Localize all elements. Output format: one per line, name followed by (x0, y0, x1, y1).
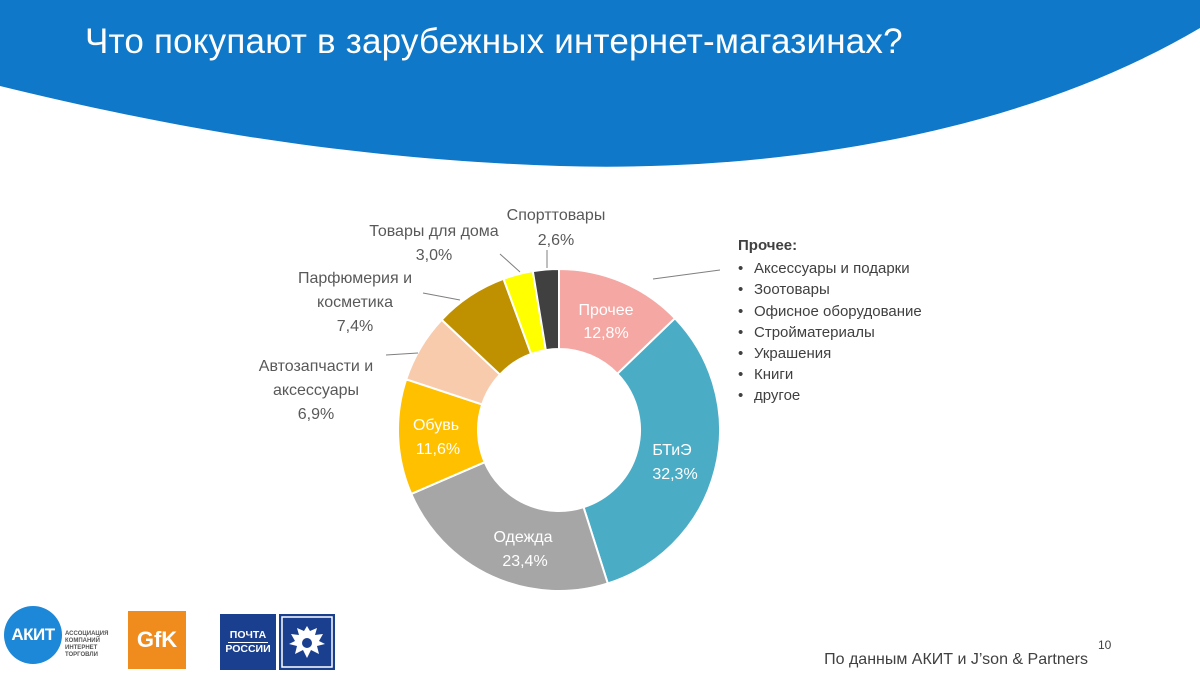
label-avtozapchasti-line2: аксессуары (273, 382, 359, 399)
others-item: другое (738, 385, 922, 406)
eagle-icon (281, 616, 333, 668)
label-obuv-value: 11,6% (416, 441, 460, 458)
label-obuv-name: Обувь (413, 417, 459, 434)
source-note: По данным АКИТ и J’son & Partners (824, 651, 1088, 668)
others-item: Книги (738, 364, 922, 385)
others-heading: Прочее: (738, 237, 798, 254)
label-avtozapchasti-line1: Автозапчасти и (259, 358, 373, 375)
label-parfyumeriya-value: 7,4% (337, 318, 373, 335)
label-sporttovary-line1: Спорттовары (507, 207, 606, 224)
akit-logo-text: АКИТ (11, 625, 55, 644)
others-list: Аксессуары и подарки Зоотовары Офисное о… (738, 258, 922, 406)
pochta-logo-line1: ПОЧТА (227, 628, 269, 643)
header-wave (0, 0, 1200, 167)
label-odezhda-value: 23,4% (502, 553, 547, 570)
gfk-logo: GfK (128, 611, 186, 669)
slice-btie (582, 316, 721, 585)
leader-line-avtozapchasti (385, 352, 419, 356)
eagle-emblem-icon (279, 614, 335, 670)
leader-line-prochee (652, 269, 721, 280)
others-item: Офисное оборудование (738, 301, 922, 322)
leader-line-parfyumeriya (422, 292, 461, 301)
label-avtozapchasti-value: 6,9% (298, 406, 334, 423)
label-tovary-dlya-doma-value: 3,0% (416, 247, 452, 264)
label-prochee-value: 12,8% (583, 325, 628, 342)
label-parfyumeriya-line1: Парфюмерия и (298, 270, 412, 287)
label-prochee-name: Прочее (578, 302, 633, 319)
pochta-logo: ПОЧТА РОССИИ (220, 614, 276, 670)
label-odezhda-name: Одежда (493, 529, 552, 546)
slice-sporttovary (531, 267, 560, 352)
others-item: Стройматериалы (738, 322, 922, 343)
label-btie-name: БТиЭ (652, 442, 691, 459)
slice-odezhda (409, 460, 610, 592)
label-parfyumeriya-line2: косметика (317, 294, 393, 311)
others-note: Прочее: Аксессуары и подарки Зоотовары О… (738, 235, 922, 407)
page-title: Что покупают в зарубежных интернет-магаз… (85, 22, 903, 61)
pochta-logo-line2: РОССИИ (225, 642, 271, 655)
gfk-logo-text: GfK (136, 627, 178, 652)
label-btie-value: 32,3% (652, 466, 697, 483)
label-sporttovary-value: 2,6% (538, 232, 574, 249)
akit-logo: АКИТ (4, 606, 62, 664)
label-tovary-dlya-doma-line1: Товары для дома (369, 223, 499, 240)
akit-caption: АССОЦИАЦИЯ КОМПАНИЙ ИНТЕРНЕТ ТОРГОВЛИ (65, 631, 109, 658)
others-item: Зоотовары (738, 279, 922, 300)
leader-line-tovary-dlya-doma (499, 253, 521, 273)
others-item: Аксессуары и подарки (738, 258, 922, 279)
others-item: Украшения (738, 343, 922, 364)
page-number: 10 (1098, 638, 1112, 652)
